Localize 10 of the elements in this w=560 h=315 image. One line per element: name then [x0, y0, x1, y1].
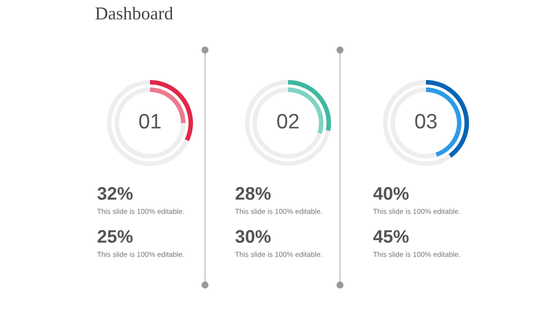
text: 30%	[235, 230, 271, 243]
text: 25%	[98, 230, 133, 243]
text: 03	[415, 114, 437, 129]
text: 32%	[97, 187, 133, 200]
text: 45%	[373, 230, 409, 243]
text: 01	[139, 114, 161, 129]
text: 02	[277, 114, 299, 129]
text: 28%	[236, 187, 271, 200]
text: 40%	[373, 187, 409, 200]
text: Dashboard	[96, 6, 173, 20]
